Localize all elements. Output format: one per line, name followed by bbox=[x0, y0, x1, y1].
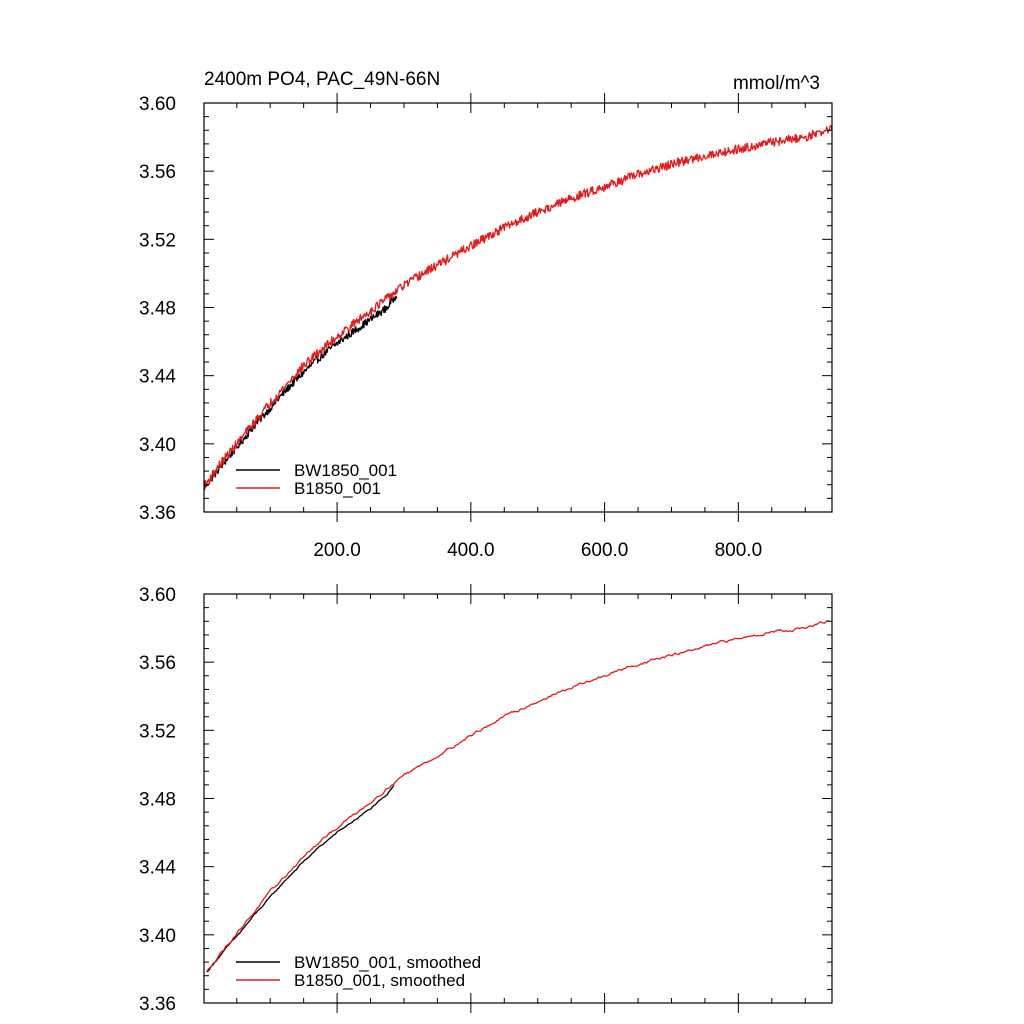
y-tick-label: 3.48 bbox=[139, 299, 176, 320]
legend-label-2: B1850_001 bbox=[294, 479, 381, 498]
y-tick-label: 3.36 bbox=[139, 994, 176, 1015]
series-line-1 bbox=[206, 785, 395, 973]
legend-label-1: BW1850_001, smoothed bbox=[294, 953, 481, 972]
legend-label-2: B1850_001, smoothed bbox=[294, 971, 465, 990]
y-tick-label: 3.52 bbox=[139, 230, 176, 251]
chart-title: 2400m PO4, PAC_49N-66N bbox=[204, 69, 440, 90]
y-tick-label: 3.36 bbox=[139, 503, 176, 524]
x-tick-label: 200.0 bbox=[313, 540, 361, 561]
y-tick-label: 3.44 bbox=[139, 858, 176, 879]
bottom-panel: 3.36 3.40 3.44 3.48 3.52 3.56 3.60 BW1850_001, … bbox=[139, 584, 833, 1015]
y-tick-label: 3.60 bbox=[139, 585, 176, 606]
y-tick-label: 3.56 bbox=[139, 653, 176, 674]
series-line-2 bbox=[206, 620, 829, 973]
series-line-2 bbox=[204, 124, 832, 491]
y-tick-label: 3.60 bbox=[139, 94, 176, 115]
y-tick-label: 3.56 bbox=[139, 162, 176, 183]
y-tick-label: 3.40 bbox=[139, 926, 176, 947]
legend-label-1: BW1850_001 bbox=[294, 461, 397, 480]
x-tick-label: 800.0 bbox=[715, 540, 763, 561]
units-label: mmol/m^3 bbox=[733, 73, 820, 94]
y-tick-label: 3.44 bbox=[139, 367, 176, 388]
y-tick-label: 3.52 bbox=[139, 721, 176, 742]
top-panel: 3.36 3.40 3.44 3.48 3.52 3.56 3.60 200.0 400.0 60… bbox=[139, 69, 833, 561]
y-tick-label: 3.40 bbox=[139, 435, 176, 456]
x-tick-label: 400.0 bbox=[447, 540, 495, 561]
y-tick-label: 3.48 bbox=[139, 790, 176, 811]
x-tick-label: 600.0 bbox=[581, 540, 629, 561]
